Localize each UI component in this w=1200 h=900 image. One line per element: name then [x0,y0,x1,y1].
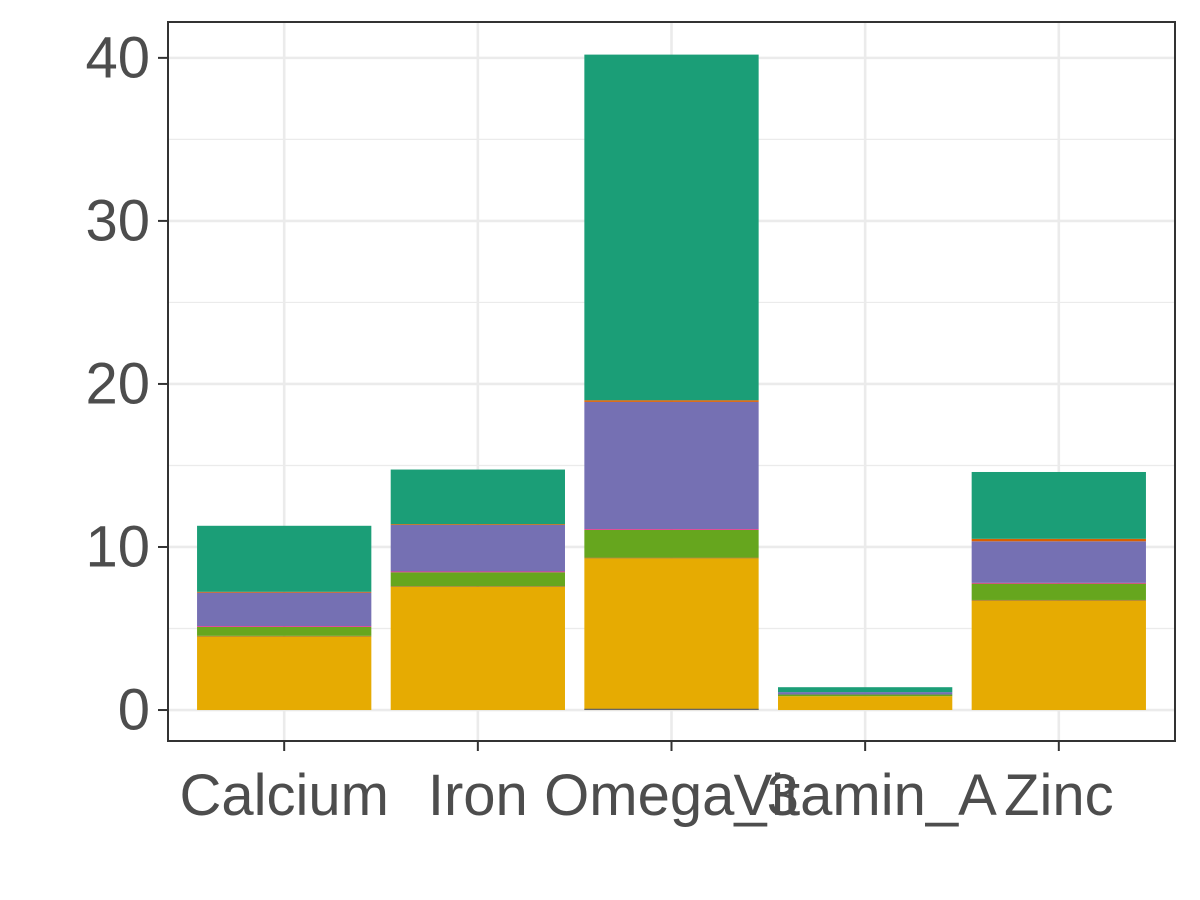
bar-segment-omega_3-3 [584,529,759,530]
bar-segment-zinc-6 [971,471,1146,539]
bar-baseline-segment [584,708,759,711]
bar-segment-iron-6 [390,469,565,525]
y-tick-label: 20 [85,351,150,416]
bar-segment-omega_3-5 [584,400,759,402]
bar-segment-zinc-0 [971,600,1146,711]
y-tick-label: 30 [85,188,150,253]
bar-segment-calcium-0 [197,636,372,711]
bars [197,54,1146,711]
bar-segment-calcium-5 [197,591,372,593]
bar-segment-vitamin_a-2 [778,694,953,697]
bar-segment-iron-3 [390,571,565,573]
y-tick-label: 40 [85,25,150,90]
bar-segment-zinc-4 [971,541,1146,583]
bar-segment-calcium-3 [197,626,372,627]
bar-segment-omega_3-0 [584,558,759,711]
bar-segment-zinc-1 [971,599,1146,601]
bar-segment-iron-2 [390,572,565,587]
x-tick-label-iron: Iron [428,763,528,828]
y-axis: 0 10 20 30 40 [85,25,168,743]
x-tick-label-calcium: Calcium [179,763,389,828]
bar-segment-calcium-4 [197,592,372,627]
bar-segment-iron-0 [390,586,565,711]
bar-segment-omega_3-6 [584,54,759,401]
bar-segment-vitamin_a-6 [778,687,953,693]
x-tick-label-omega_3: Omega_3 [544,763,799,828]
y-tick-label: 0 [118,678,150,743]
bar-segment-omega_3-4 [584,401,759,530]
bar-segment-iron-1 [390,586,565,587]
bar-segment-zinc-5 [971,538,1146,542]
bar-segment-vitamin_a-4 [778,692,953,695]
bar-segment-omega_3-2 [584,529,759,558]
bar-segment-calcium-1 [197,635,372,637]
x-tick-label-vitamin_a: Vitamin_A [734,763,998,828]
bar-segment-calcium-6 [197,525,372,592]
bar-segment-omega_3-1 [584,557,759,559]
y-tick-label: 10 [85,514,150,579]
bar-segment-iron-5 [390,524,565,525]
bar-segment-zinc-3 [971,582,1146,584]
bar-segment-vitamin_a-0 [778,696,953,711]
bar-segment-iron-4 [390,524,565,572]
bar-segment-calcium-2 [197,626,372,636]
x-tick-label-zinc: Zinc [1004,763,1114,828]
bar-segment-zinc-2 [971,583,1146,600]
